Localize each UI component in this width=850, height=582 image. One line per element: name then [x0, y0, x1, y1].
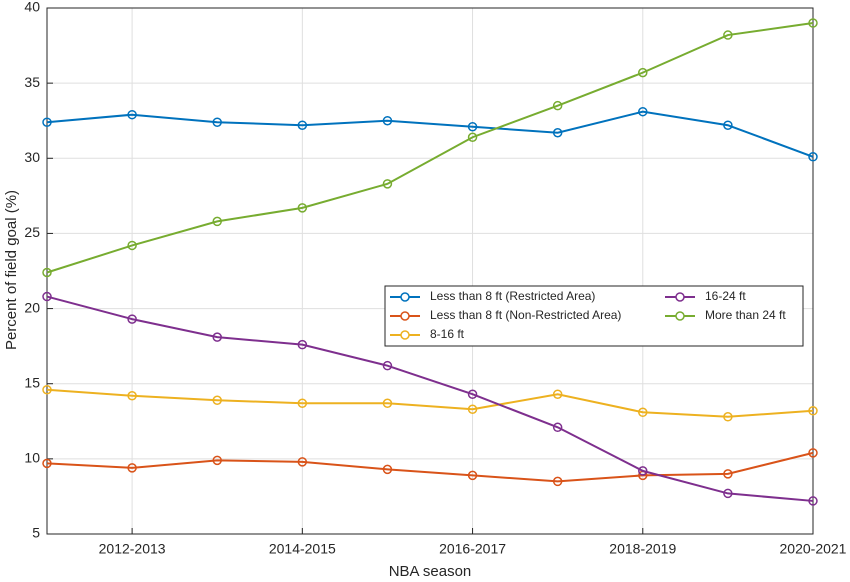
- y-tick-label: 20: [24, 299, 40, 315]
- y-tick-label: 15: [24, 374, 40, 390]
- marker: [552, 389, 563, 399]
- marker: [382, 464, 393, 475]
- marker: [467, 470, 478, 481]
- axes-box: [46, 7, 814, 535]
- marker: [382, 179, 393, 189]
- marker: [382, 360, 393, 371]
- marker: [127, 314, 137, 324]
- marker: [297, 120, 308, 130]
- y-tick-label: 10: [24, 450, 40, 466]
- marker: [212, 455, 222, 466]
- marker: [723, 488, 733, 499]
- legend-marker: [675, 311, 685, 321]
- marker: [808, 18, 818, 28]
- series-line: [46, 110, 814, 158]
- marker: [127, 390, 137, 401]
- series-line: [46, 388, 814, 418]
- marker: [808, 448, 818, 458]
- x-tick-label: 2016-2017: [439, 541, 506, 557]
- marker: [638, 466, 648, 476]
- y-tick-label: 25: [24, 224, 40, 240]
- marker: [638, 407, 648, 418]
- y-axis-label: Percent of field goal (%): [3, 190, 20, 350]
- marker: [552, 422, 563, 433]
- series-line: [46, 295, 814, 502]
- legend-label: 16-24 ft: [705, 289, 746, 303]
- marker: [212, 216, 222, 227]
- marker: [552, 100, 563, 111]
- plot-area: [47, 8, 813, 534]
- marker: [212, 332, 222, 342]
- marker: [382, 115, 393, 126]
- marker: [723, 120, 733, 130]
- y-tick-label: 5: [32, 525, 40, 541]
- marker: [297, 339, 308, 350]
- marker: [297, 203, 308, 213]
- marker: [723, 469, 733, 479]
- marker: [723, 412, 733, 422]
- marker: [467, 404, 478, 415]
- legend-marker: [400, 311, 410, 321]
- marker: [127, 463, 137, 473]
- marker: [42, 267, 52, 278]
- legend-label: 8-16 ft: [430, 327, 465, 341]
- series-line: [46, 451, 814, 483]
- legend-box: [384, 285, 804, 347]
- legend: Less than 8 ft (Restricted Area) Less tha…: [384, 285, 804, 347]
- legend-label: Less than 8 ft (Non-Restricted Area): [430, 308, 621, 322]
- marker: [638, 106, 648, 117]
- marker: [297, 398, 308, 409]
- marker: [808, 406, 818, 416]
- marker: [42, 117, 52, 127]
- x-tick-label: 2014-2015: [269, 541, 336, 557]
- marker: [42, 458, 52, 469]
- marker: [212, 117, 222, 127]
- marker: [808, 496, 818, 506]
- marker: [808, 152, 818, 162]
- legend-marker: [400, 292, 410, 302]
- y-tick-label: 35: [24, 74, 40, 90]
- legend-label: More than 24 ft: [705, 308, 786, 322]
- marker: [552, 127, 563, 138]
- y-tick-label: 30: [24, 149, 40, 165]
- x-axis-label: NBA season: [389, 563, 472, 580]
- marker: [42, 384, 52, 395]
- series-line: [46, 22, 814, 274]
- marker: [467, 132, 478, 142]
- x-tick-label: 2020-2021: [780, 541, 847, 557]
- legend-marker: [675, 292, 685, 302]
- legend-marker: [400, 330, 410, 340]
- marker: [127, 109, 137, 120]
- marker: [297, 457, 308, 467]
- marker: [127, 240, 137, 251]
- y-tick-label: 40: [24, 0, 40, 15]
- legend-label: Less than 8 ft (Restricted Area): [430, 289, 595, 303]
- marker: [382, 398, 393, 409]
- marker: [638, 67, 648, 78]
- x-tick-label: 2018-2019: [609, 541, 676, 557]
- marker: [467, 121, 478, 132]
- marker: [42, 291, 52, 302]
- x-tick-label: 2012-2013: [99, 541, 166, 557]
- marker: [723, 30, 733, 40]
- marker: [212, 395, 222, 405]
- marker: [467, 389, 478, 399]
- marker: [552, 476, 563, 487]
